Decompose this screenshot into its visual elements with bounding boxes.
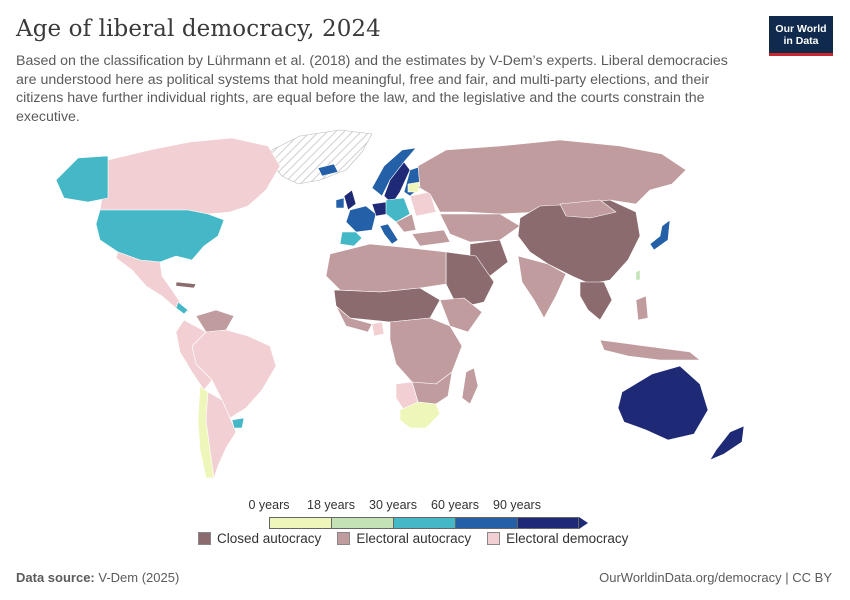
country-west-africa-coast[interactable] — [335, 305, 373, 333]
country-ireland[interactable] — [335, 197, 345, 209]
country-ghana[interactable] — [371, 321, 385, 337]
legend-tick: 30 years — [369, 498, 417, 512]
country-russia[interactable] — [417, 139, 687, 215]
chart-subtitle: Based on the classification by Lührmann … — [16, 53, 728, 125]
country-latvia[interactable] — [407, 181, 421, 193]
legend-bin-90-plus[interactable] — [517, 517, 579, 529]
country-kazakhstan[interactable] — [439, 213, 521, 243]
legend-label: Closed autocracy — [217, 531, 322, 546]
legend-arrow-icon — [579, 517, 588, 529]
legend-label: Electoral autocracy — [356, 531, 472, 546]
country-italy[interactable] — [379, 223, 399, 245]
country-central-europe[interactable] — [385, 197, 411, 223]
country-horn-of-africa[interactable] — [439, 297, 483, 333]
legend-scale-ticks: 0 years 18 years 30 years 60 years 90 ye… — [0, 498, 850, 516]
chart-title: Age of liberal democracy, 2024 — [16, 16, 381, 42]
legend-tick: 0 years — [248, 498, 290, 512]
legend-electoral-democracy[interactable]: Electoral democracy — [487, 531, 628, 546]
country-sahel[interactable] — [333, 287, 441, 323]
legend-bin-18-30[interactable] — [331, 517, 393, 529]
country-norway[interactable] — [371, 147, 417, 197]
logo-line-2: in Data — [783, 34, 819, 47]
country-usa[interactable] — [95, 209, 225, 263]
country-argentina[interactable] — [205, 391, 237, 479]
country-india[interactable] — [517, 255, 567, 319]
country-usa-alaska[interactable] — [55, 155, 109, 203]
country-mongolia[interactable] — [559, 199, 617, 219]
country-costa-rica[interactable] — [175, 301, 189, 315]
legend-tick: 90 years — [493, 498, 541, 512]
legend-label: Electoral democracy — [506, 531, 629, 546]
country-mexico[interactable] — [115, 251, 191, 313]
legend-bin-30-60[interactable] — [393, 517, 455, 529]
legend-tick: 18 years — [307, 498, 355, 512]
logo-line-1: Our World — [775, 22, 827, 35]
country-cuba[interactable] — [175, 281, 197, 289]
country-australia[interactable] — [617, 365, 709, 441]
country-indonesia[interactable] — [599, 339, 701, 361]
swatch-electoral-autocracy — [337, 532, 351, 545]
country-uk[interactable] — [343, 189, 357, 211]
country-uruguay[interactable] — [231, 417, 245, 429]
country-japan[interactable] — [649, 219, 671, 251]
swatch-electoral-democracy — [487, 532, 501, 545]
country-spain[interactable] — [339, 231, 363, 247]
country-peru-bolivia[interactable] — [175, 319, 213, 391]
country-philippines[interactable] — [635, 295, 649, 321]
country-south-africa[interactable] — [399, 401, 441, 429]
country-canada[interactable] — [99, 137, 281, 215]
legend-bin-0-18[interactable] — [269, 517, 331, 529]
country-north-africa[interactable] — [325, 243, 447, 293]
legend-tick: 60 years — [431, 498, 479, 512]
country-france[interactable] — [345, 205, 377, 233]
legend-electoral-autocracy[interactable]: Electoral autocracy — [337, 531, 471, 546]
country-iceland[interactable] — [317, 163, 339, 177]
swatch-closed-autocracy — [198, 532, 211, 545]
source-link[interactable]: OurWorldinData.org/democracy | CC BY — [599, 570, 832, 585]
world-map[interactable] — [0, 120, 850, 490]
country-venezuela[interactable] — [195, 309, 235, 333]
owid-logo[interactable]: Our World in Data — [769, 16, 833, 56]
data-source-label: Data source: — [16, 570, 95, 585]
country-madagascar[interactable] — [461, 367, 479, 405]
data-source: Data source: V-Dem (2025) — [16, 570, 179, 585]
legend-bin-60-90[interactable] — [455, 517, 517, 529]
country-ukraine-belarus[interactable] — [409, 191, 437, 217]
country-greenland[interactable] — [269, 129, 373, 185]
country-new-zealand[interactable] — [709, 425, 745, 461]
legend-categories: Closed autocracy Electoral autocracy Ele… — [198, 531, 628, 546]
data-source-value[interactable]: V-Dem (2025) — [98, 570, 180, 585]
country-hungary-serbia[interactable] — [395, 213, 417, 233]
country-southeast-asia[interactable] — [579, 281, 613, 321]
country-taiwan[interactable] — [635, 269, 641, 281]
legend-closed-autocracy[interactable]: Closed autocracy — [198, 531, 321, 546]
country-turkey[interactable] — [411, 229, 451, 247]
